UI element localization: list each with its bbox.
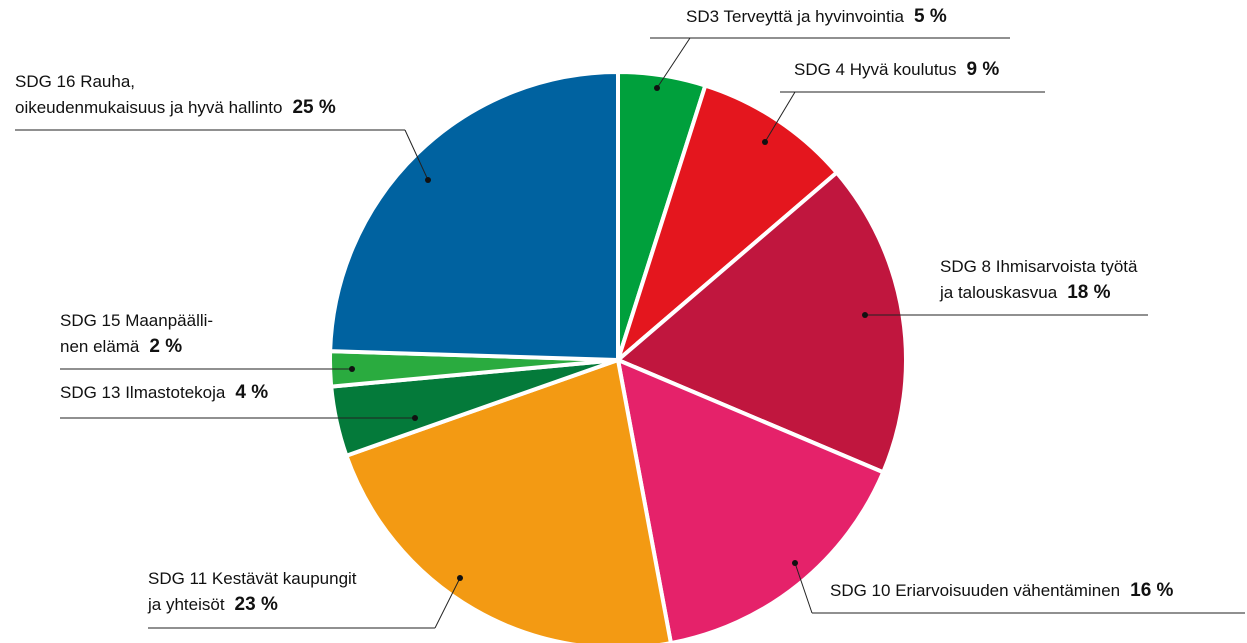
leader-line xyxy=(404,129,429,181)
pie-slice xyxy=(614,169,908,475)
label-line: SD3 Terveyttä ja hyvinvointia xyxy=(686,7,905,26)
label-line: SDG 10 Eriarvoisuuden vähentäminen xyxy=(830,581,1120,600)
value-label: 5 % xyxy=(914,6,947,27)
leader-dot xyxy=(862,312,868,318)
label-line: SDG 15 Maanpäälli- xyxy=(60,311,213,330)
slice-label: SDG 8 Ihmisarvoista työtä ja talouskasvua xyxy=(939,257,1138,302)
label-line: nen elämä xyxy=(60,337,140,356)
label-line: ja talouskasvua xyxy=(939,283,1058,302)
slice-label: SDG 11 Kestävät kaupungit ja yhteisöt xyxy=(147,569,357,614)
leader-line xyxy=(434,577,461,629)
slice-label: SD3 Terveyttä ja hyvinvointia xyxy=(686,7,905,26)
leader-line xyxy=(794,562,813,614)
leader-dot xyxy=(792,560,798,566)
leader-dot xyxy=(425,177,431,183)
pie-slice xyxy=(328,69,620,363)
label-line: SDG 8 Ihmisarvoista työtä xyxy=(940,257,1138,276)
label-line: SDG 16 Rauha, xyxy=(15,72,135,91)
value-label: 25 % xyxy=(292,97,335,118)
value-label: 4 % xyxy=(235,382,268,403)
slice-label: SDG 15 Maanpäälli-nen elämä xyxy=(60,311,213,356)
label-line: SDG 4 Hyvä koulutus xyxy=(794,60,957,79)
value-label: 9 % xyxy=(967,59,1000,80)
slice-label: SDG 4 Hyvä koulutus xyxy=(794,60,957,79)
value-label: 2 % xyxy=(149,336,182,357)
pie-slice xyxy=(343,357,673,643)
leader-dot xyxy=(457,575,463,581)
label-line: oikeudenmukaisuus ja hyvä hallinto xyxy=(15,98,282,117)
label-line: SDG 13 Ilmastotekoja xyxy=(60,383,226,402)
leader-line xyxy=(656,37,691,89)
pie-slice xyxy=(615,356,886,643)
pie-slice xyxy=(613,83,840,367)
value-label: 18 % xyxy=(1067,282,1110,303)
leader-dot xyxy=(412,415,418,421)
leader-dot xyxy=(762,139,768,145)
leader-dot xyxy=(654,85,660,91)
leader-dot xyxy=(349,366,355,372)
slice-label: SDG 10 Eriarvoisuuden vähentäminen xyxy=(830,581,1120,600)
value-label: 16 % xyxy=(1130,580,1173,601)
label-line: SDG 11 Kestävät kaupungit xyxy=(148,569,357,588)
label-line: ja yhteisöt xyxy=(147,595,225,614)
slice-label: SDG 13 Ilmastotekoja xyxy=(60,383,226,402)
leader-line xyxy=(764,91,796,143)
value-label: 23 % xyxy=(235,594,278,615)
slice-label: SDG 16 Rauha, oikeudenmukaisuus ja hyvä h… xyxy=(15,72,282,117)
